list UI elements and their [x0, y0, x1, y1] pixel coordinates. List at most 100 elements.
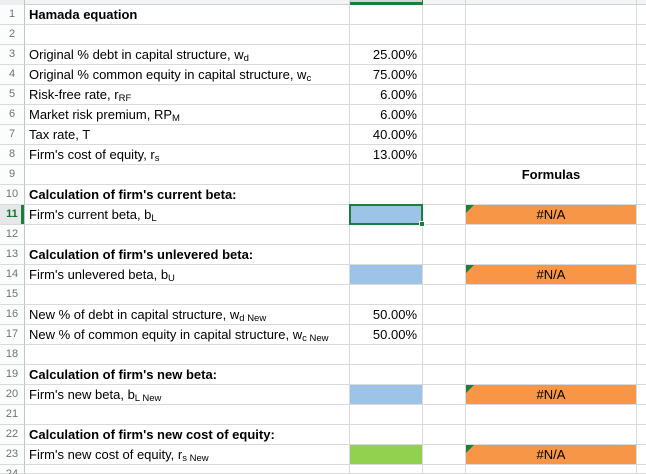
- column-header-b[interactable]: [25, 0, 350, 5]
- row-header[interactable]: 20: [0, 385, 25, 405]
- cell-label[interactable]: Original % common equity in capital stru…: [25, 65, 350, 85]
- cell-formula[interactable]: Formulas: [466, 165, 637, 185]
- cell-value[interactable]: 50.00%: [350, 305, 423, 325]
- cell-blank[interactable]: [423, 25, 466, 45]
- cell-label[interactable]: [25, 285, 350, 305]
- cell-edge[interactable]: [637, 345, 646, 365]
- cell-edge[interactable]: [637, 85, 646, 105]
- cell-value[interactable]: [350, 265, 423, 285]
- cell-blank[interactable]: [423, 45, 466, 65]
- column-header-d[interactable]: [423, 0, 466, 5]
- row-header[interactable]: 5: [0, 85, 25, 105]
- cell-blank[interactable]: [423, 105, 466, 125]
- cell-edge[interactable]: [637, 445, 646, 465]
- cell-value[interactable]: 75.00%: [350, 65, 423, 85]
- cell-edge[interactable]: [637, 25, 646, 45]
- cell-value[interactable]: [350, 385, 423, 405]
- cell-formula[interactable]: [466, 145, 637, 165]
- cell-formula[interactable]: [466, 25, 637, 45]
- cell-label[interactable]: Firm's cost of equity, rs: [25, 145, 350, 165]
- cell-value[interactable]: [350, 185, 423, 205]
- cell-blank[interactable]: [423, 345, 466, 365]
- row-header[interactable]: 8: [0, 145, 25, 165]
- cell-value[interactable]: 6.00%: [350, 85, 423, 105]
- cell-edge[interactable]: [637, 305, 646, 325]
- cell-blank[interactable]: [423, 145, 466, 165]
- cell-label[interactable]: New % of common equity in capital struct…: [25, 325, 350, 345]
- cell-blank[interactable]: [423, 365, 466, 385]
- row-header[interactable]: 21: [0, 405, 25, 425]
- cell-edge[interactable]: [637, 265, 646, 285]
- cell-blank[interactable]: [423, 225, 466, 245]
- row-header[interactable]: 11: [0, 205, 25, 225]
- row-header[interactable]: 13: [0, 245, 25, 265]
- cell-label[interactable]: Hamada equation: [25, 5, 350, 25]
- cell-blank[interactable]: [423, 65, 466, 85]
- cell-formula[interactable]: #N/A: [466, 265, 637, 285]
- cell-formula[interactable]: [466, 185, 637, 205]
- cell-formula[interactable]: [466, 325, 637, 345]
- cell-label[interactable]: Market risk premium, RPM: [25, 105, 350, 125]
- cell-formula[interactable]: [466, 285, 637, 305]
- cell-value[interactable]: [350, 405, 423, 425]
- cell-formula[interactable]: #N/A: [466, 385, 637, 405]
- cell-value[interactable]: [349, 204, 425, 227]
- row-header[interactable]: 2: [0, 25, 25, 45]
- cell-value[interactable]: [350, 225, 423, 245]
- cell-blank[interactable]: [423, 285, 466, 305]
- cell-label[interactable]: [25, 25, 350, 45]
- cell-label[interactable]: Firm's new cost of equity, rs New: [25, 445, 350, 465]
- cell-blank[interactable]: [423, 125, 466, 145]
- cell-value[interactable]: [350, 425, 423, 445]
- row-header[interactable]: 3: [0, 45, 25, 65]
- cell-formula[interactable]: [466, 125, 637, 145]
- cell-edge[interactable]: [637, 105, 646, 125]
- cell-formula[interactable]: [466, 225, 637, 245]
- cell-label[interactable]: [25, 405, 350, 425]
- row-header[interactable]: 18: [0, 345, 25, 365]
- cell-formula[interactable]: [466, 65, 637, 85]
- cell-edge[interactable]: [637, 385, 646, 405]
- column-header-f[interactable]: [637, 0, 646, 5]
- cell-label[interactable]: [25, 465, 350, 474]
- cell-blank[interactable]: [423, 385, 466, 405]
- cell-edge[interactable]: [637, 5, 646, 25]
- cell-edge[interactable]: [637, 325, 646, 345]
- cell-formula[interactable]: [466, 5, 637, 25]
- cell-label[interactable]: Firm's unlevered beta, bU: [25, 265, 350, 285]
- cell-edge[interactable]: [637, 365, 646, 385]
- cell-label[interactable]: Firm's new beta, bL New: [25, 385, 350, 405]
- cell-value[interactable]: [350, 345, 423, 365]
- row-header[interactable]: 24: [0, 465, 25, 474]
- cell-formula[interactable]: [466, 405, 637, 425]
- row-header[interactable]: 9: [0, 165, 25, 185]
- row-header[interactable]: 23: [0, 445, 25, 465]
- column-header-c-selected[interactable]: [350, 0, 423, 5]
- cell-value[interactable]: 6.00%: [350, 105, 423, 125]
- cell-blank[interactable]: [423, 205, 466, 225]
- cell-value[interactable]: 13.00%: [350, 145, 423, 165]
- cell-edge[interactable]: [637, 125, 646, 145]
- cell-value[interactable]: [350, 165, 423, 185]
- row-header[interactable]: 14: [0, 265, 25, 285]
- row-header[interactable]: 19: [0, 365, 25, 385]
- cell-label[interactable]: Calculation of firm's new cost of equity…: [25, 425, 350, 445]
- cell-formula[interactable]: [466, 425, 637, 445]
- cell-edge[interactable]: [637, 425, 646, 445]
- row-header[interactable]: 17: [0, 325, 25, 345]
- cell-label[interactable]: Calculation of firm's unlevered beta:: [25, 245, 350, 265]
- cell-blank[interactable]: [423, 85, 466, 105]
- cell-blank[interactable]: [423, 325, 466, 345]
- cell-value[interactable]: [350, 365, 423, 385]
- cell-edge[interactable]: [637, 45, 646, 65]
- cell-label[interactable]: Calculation of firm's new beta:: [25, 365, 350, 385]
- cell-blank[interactable]: [423, 465, 466, 474]
- cell-edge[interactable]: [637, 465, 646, 474]
- cell-edge[interactable]: [637, 245, 646, 265]
- cell-formula[interactable]: [466, 345, 637, 365]
- cell-formula[interactable]: #N/A: [466, 205, 637, 225]
- row-header[interactable]: 7: [0, 125, 25, 145]
- cell-value[interactable]: 50.00%: [350, 325, 423, 345]
- row-header[interactable]: 15: [0, 285, 25, 305]
- row-header[interactable]: 6: [0, 105, 25, 125]
